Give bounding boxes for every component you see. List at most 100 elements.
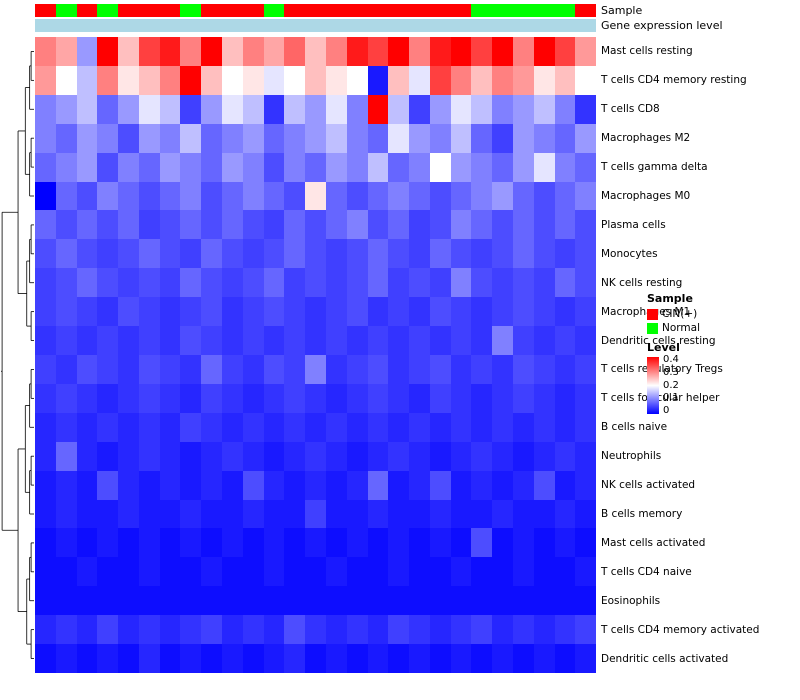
heatmap-cell (76, 326, 98, 355)
heatmap-cell (325, 412, 347, 442)
heatmap-cell (533, 239, 555, 269)
sample-annotation-cell (138, 4, 160, 17)
heatmap-cell (388, 644, 410, 673)
heatmap-cell (388, 586, 410, 616)
heatmap-row (35, 210, 597, 240)
heatmap-cell (346, 152, 368, 182)
sample-annotation-bar (35, 4, 597, 17)
heatmap-cell (222, 499, 243, 529)
heatmap-cell (222, 528, 243, 558)
sample-annotation-cell (180, 4, 202, 17)
heatmap-cell (367, 94, 389, 124)
cin-color-swatch (647, 308, 658, 320)
heatmap-cell (409, 499, 430, 529)
heatmap-cell (388, 326, 410, 355)
heatmap-cell (242, 326, 264, 355)
heatmap-cell (180, 65, 202, 95)
heatmap-cell (492, 586, 513, 616)
gene-expression-annotation-cell (222, 19, 243, 32)
heatmap-cell (346, 181, 368, 211)
heatmap-cell (263, 239, 285, 269)
heatmap-cell (76, 268, 98, 298)
heatmap-cell (76, 383, 98, 413)
heatmap-cell (346, 94, 368, 124)
heatmap-cell (367, 615, 389, 645)
heatmap-cell (554, 210, 576, 240)
heatmap-cell (201, 94, 223, 124)
heatmap-cell (263, 123, 285, 153)
heatmap-cell (97, 94, 119, 124)
gene-expression-annotation-cell (55, 19, 77, 32)
heatmap-cell (512, 94, 534, 124)
heatmap-cell (471, 441, 493, 471)
heatmap-cell (554, 326, 576, 355)
heatmap-cell (533, 383, 555, 413)
heatmap-cell (450, 37, 472, 66)
heatmap-cell (35, 354, 56, 384)
heatmap-cell (512, 615, 534, 645)
sample-annotation-cell (118, 4, 139, 17)
heatmap-cell (409, 528, 430, 558)
heatmap-cell (388, 268, 410, 298)
gene-expression-annotation-cell (138, 19, 160, 32)
heatmap-cell (263, 499, 285, 529)
heatmap-cell (492, 470, 513, 500)
heatmap-cell (97, 615, 119, 645)
heatmap-cell (222, 441, 243, 471)
heatmap-cell (138, 94, 160, 124)
row-label: Mast cells activated (601, 536, 706, 549)
heatmap-cell (118, 297, 139, 327)
heatmap-cell (201, 181, 223, 211)
heatmap-cell (180, 412, 202, 442)
heatmap-cell (325, 326, 347, 355)
heatmap-cell (222, 297, 243, 327)
heatmap-cell (222, 210, 243, 240)
heatmap-cell (180, 441, 202, 471)
heatmap-cell (222, 181, 243, 211)
gene-expression-annotation-cell (429, 19, 451, 32)
heatmap-cell (409, 297, 430, 327)
heatmap-cell (263, 470, 285, 500)
heatmap-cell (533, 644, 555, 673)
heatmap-cell (201, 37, 223, 66)
heatmap-cell (492, 297, 513, 327)
heatmap-cell (367, 152, 389, 182)
heatmap-cell (367, 412, 389, 442)
heatmap-cell (554, 528, 576, 558)
heatmap-cell (575, 383, 597, 413)
heatmap-cell (492, 499, 513, 529)
heatmap-cell (305, 268, 326, 298)
heatmap-cell (325, 123, 347, 153)
heatmap-cell (118, 441, 139, 471)
heatmap-cell (55, 441, 77, 471)
heatmap-cell (118, 152, 139, 182)
row-label: Mast cells resting (601, 45, 693, 58)
heatmap-cell (35, 441, 56, 471)
heatmap-cell (388, 210, 410, 240)
row-label: B cells memory (601, 508, 683, 520)
heatmap-cell (429, 441, 451, 471)
gene-expression-annotation-cell (97, 19, 119, 32)
sample-annotation-cell (35, 4, 56, 17)
heatmap-cell (409, 123, 430, 153)
heatmap-cell (55, 586, 77, 616)
heatmap-cell (409, 586, 430, 616)
heatmap-cell (533, 65, 555, 95)
heatmap-cell (492, 528, 513, 558)
heatmap-cell (76, 37, 98, 66)
heatmap-cell (35, 152, 56, 182)
heatmap-cell (346, 499, 368, 529)
heatmap-cell (97, 326, 119, 355)
heatmap-cell (159, 441, 181, 471)
heatmap-cell (201, 268, 223, 298)
heatmap-cell (388, 557, 410, 587)
heatmap-cell (429, 94, 451, 124)
heatmap-cell (325, 210, 347, 240)
heatmap-cell (492, 239, 513, 269)
heatmap-cell (346, 326, 368, 355)
legend: Sample CIN(+) Normal Level 0.4 0.3 0.2 0… (647, 292, 700, 416)
heatmap-cell (201, 326, 223, 355)
heatmap-cell (180, 123, 202, 153)
row-label: NK cells resting (601, 276, 683, 289)
heatmap-cell (450, 412, 472, 442)
